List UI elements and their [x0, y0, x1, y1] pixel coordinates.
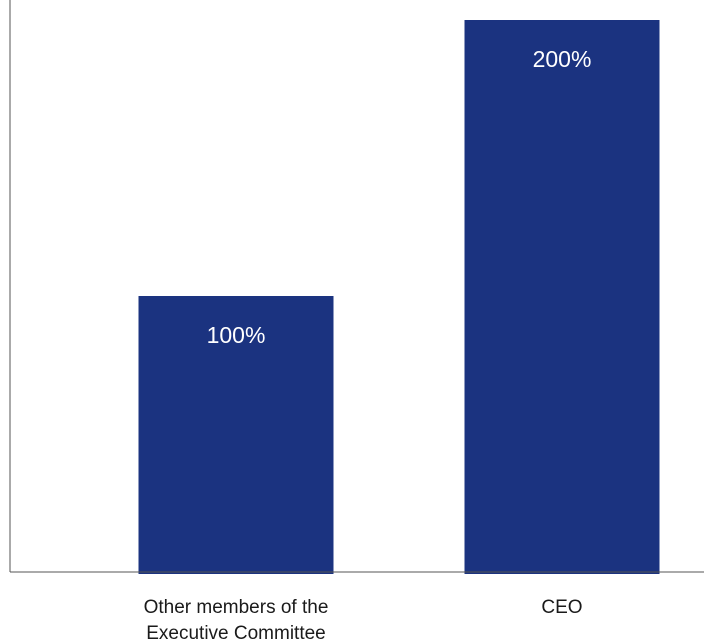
data-label-2: 200% [533, 46, 592, 72]
bars-group: 100% 200% [138, 20, 660, 574]
category-label-2: CEO [541, 597, 582, 618]
bar-2 [464, 20, 660, 574]
category-label-line: CEO [541, 597, 582, 618]
labels-group: Other members of the Executive Committee C… [144, 597, 583, 644]
category-label-line: Other members of the [144, 597, 329, 618]
category-label-line: Executive Committee [146, 623, 326, 644]
bar-1 [138, 296, 334, 574]
category-label-1: Other members of the Executive Committee [144, 597, 329, 644]
data-label-1: 100% [207, 322, 266, 348]
